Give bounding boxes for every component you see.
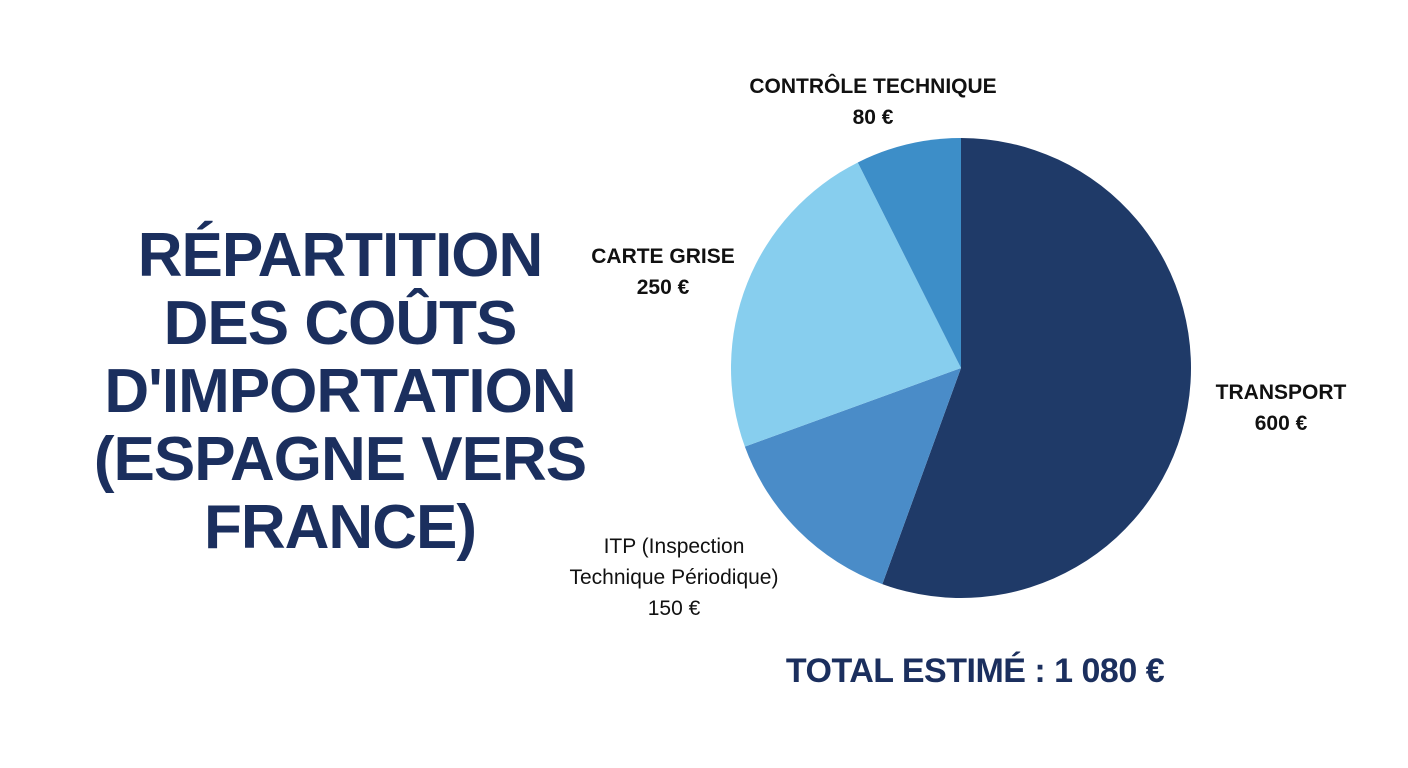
title-line: DES COÛTS xyxy=(163,289,518,358)
slice-value-label: 80 € xyxy=(853,106,894,129)
slice-value-label: 250 € xyxy=(637,276,690,299)
slice-label-text: TRANSPORT xyxy=(1216,381,1347,404)
title-line: RÉPARTITION xyxy=(137,221,544,290)
pie-slices xyxy=(731,138,1192,598)
total-label: TOTAL ESTIMÉ : 1 080 € xyxy=(785,652,1165,690)
slice-label-transport: TRANSPORT 600 € xyxy=(1216,381,1347,435)
title-line: D'IMPORTATION xyxy=(104,357,576,426)
slice-label-text: CONTRÔLE TECHNIQUE xyxy=(749,74,996,98)
pie-slice-contr-le-technique xyxy=(857,138,961,368)
pie-slice-transport xyxy=(882,138,1192,598)
slice-value-label: 150 € xyxy=(648,597,701,620)
title-line: (ESPAGNE VERS xyxy=(93,425,587,494)
pie-slice-itp-inspection-technique-p-riodique xyxy=(744,368,961,585)
title-line: FRANCE) xyxy=(204,493,477,562)
slice-value-label: 600 € xyxy=(1255,412,1308,435)
pie-slice-carte-grise xyxy=(731,162,961,447)
slice-label-text: CARTE GRISE xyxy=(591,245,735,268)
slice-label-itp: ITP (Inspection Technique Périodique) 15… xyxy=(570,535,779,620)
slice-label-carte-grise: CARTE GRISE 250 € xyxy=(591,245,735,299)
slice-label-text: Technique Périodique) xyxy=(570,566,779,589)
chart-title: RÉPARTITION DES COÛTS D'IMPORTATION (ESP… xyxy=(60,222,620,562)
slice-label-controle-technique: CONTRÔLE TECHNIQUE 80 € xyxy=(749,74,996,129)
slice-label-text: ITP (Inspection xyxy=(604,535,745,558)
